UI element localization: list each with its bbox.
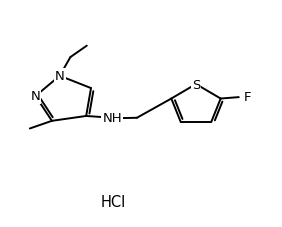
Text: S: S [192, 78, 200, 91]
Text: N: N [31, 90, 40, 103]
Text: F: F [244, 91, 252, 104]
Text: HCl: HCl [100, 195, 125, 210]
Text: N: N [55, 70, 65, 83]
Text: NH: NH [102, 112, 122, 125]
